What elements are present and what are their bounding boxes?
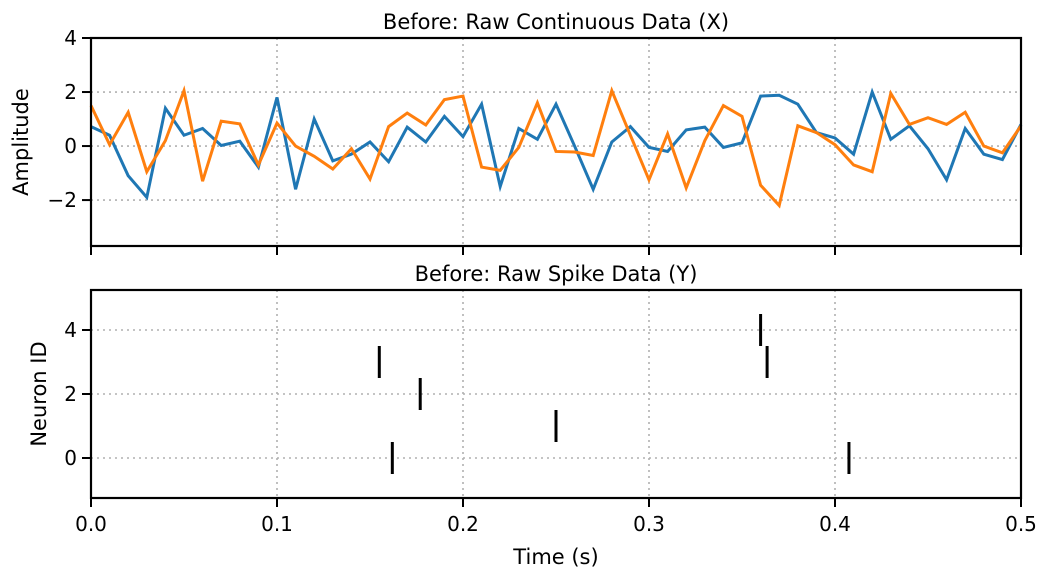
x-tick-label: 0.1 [261,512,293,536]
x-tick-label: 0.0 [75,512,107,536]
top-axes-frame [89,36,1023,248]
x-tick-label: 0.2 [447,512,479,536]
series-line-1 [89,85,1023,209]
top-y-axis-label: Amplitude [9,88,33,196]
top-y-tick-label: 2 [64,80,77,104]
top-y-tick-label: 0 [64,134,77,158]
bottom-y-tick-label: 4 [64,318,77,342]
series-line-0 [90,87,1023,201]
bottom-y-axis-label: Neuron ID [27,341,51,446]
x-tick-label: 0.4 [819,512,851,536]
x-tick-label: 0.5 [1005,512,1037,536]
bottom-chart-title: Before: Raw Spike Data (Y) [415,262,698,286]
top-y-tick-label: −2 [48,188,77,212]
bottom-y-tick-label: 2 [64,382,77,406]
top-chart-title: Before: Raw Continuous Data (X) [383,10,729,34]
x-axis-label: Time (s) [512,545,598,569]
bottom-y-tick-label: 0 [64,446,77,470]
top-y-tick-label: 4 [64,26,77,50]
x-tick-label: 0.3 [633,512,665,536]
